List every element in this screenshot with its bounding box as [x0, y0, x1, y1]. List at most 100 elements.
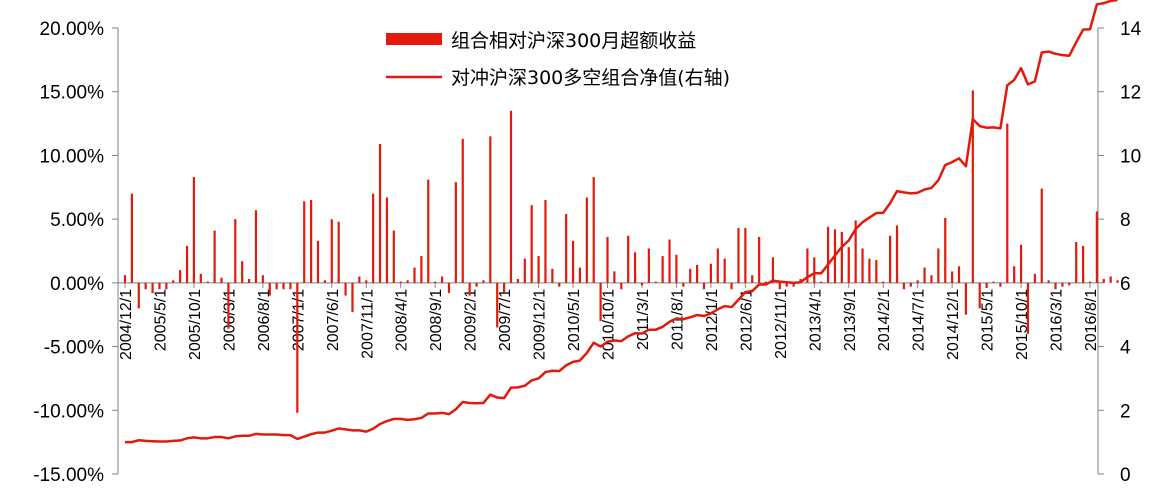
excess-return-bar	[254, 210, 258, 283]
right-y-tick-label: 8	[1120, 210, 1131, 231]
excess-return-bar	[971, 90, 974, 283]
right-y-tick-label: 14	[1120, 19, 1142, 40]
excess-return-bar	[585, 197, 588, 283]
excess-return-bar	[854, 220, 857, 283]
excess-return-bar	[826, 226, 830, 283]
excess-return-bar	[372, 193, 375, 283]
x-tick-label: 2009/2/1	[463, 289, 480, 351]
excess-return-bar	[461, 138, 464, 283]
excess-return-bar	[179, 270, 182, 283]
excess-return-bar	[268, 282, 271, 296]
right-y-tick-label: 12	[1120, 83, 1141, 104]
right-y-tick-label: 0	[1120, 465, 1131, 486]
left-y-tick-label: -10.00%	[33, 401, 104, 422]
excess-return-bar	[282, 282, 285, 290]
excess-return-bar	[709, 263, 712, 283]
excess-return-bar	[744, 228, 747, 283]
x-tick-label: 2010/5/1	[566, 289, 583, 351]
excess-return-bar	[1006, 123, 1009, 283]
excess-return-bar	[992, 281, 995, 283]
x-tick-label: 2012/11/1	[773, 289, 790, 359]
left-y-tick-label: 5.00%	[50, 210, 104, 231]
x-tick-label: 2016/8/1	[1083, 289, 1100, 351]
excess-return-bar	[654, 281, 657, 283]
excess-return-bar	[137, 282, 140, 309]
excess-return-bar	[944, 217, 947, 283]
excess-return-bar	[489, 136, 492, 283]
excess-return-bar	[578, 267, 582, 283]
legend-bar-swatch	[386, 33, 442, 45]
excess-return-bar	[234, 219, 237, 283]
x-tick-label: 2008/9/1	[428, 289, 445, 351]
excess-return-bar	[909, 282, 912, 287]
excess-return-bar	[1054, 282, 1057, 290]
excess-return-bar	[758, 236, 761, 283]
excess-return-bar	[806, 248, 809, 283]
excess-return-bar	[1075, 242, 1078, 283]
excess-return-bar	[537, 256, 540, 283]
net-value-line	[125, 0, 1118, 444]
x-tick-label: 2014/2/1	[876, 289, 893, 351]
excess-return-bar	[792, 282, 795, 287]
excess-return-bar	[571, 240, 575, 283]
excess-return-bar	[385, 197, 389, 283]
excess-return-bar	[1047, 280, 1050, 283]
x-tick-label: 2015/5/1	[980, 289, 997, 351]
excess-return-bar	[978, 282, 981, 309]
excess-return-bar	[751, 275, 754, 283]
excess-return-bar	[861, 248, 864, 283]
excess-return-bar	[475, 282, 478, 287]
excess-return-bar	[923, 267, 926, 283]
excess-return-bar	[1019, 244, 1023, 283]
plot-layer: -15.00% -10.00% -5.00% 0.00% 5.00% 10.00% 15.0…	[33, 0, 1142, 486]
excess-return-bar	[227, 282, 230, 329]
excess-return-bar	[930, 275, 933, 283]
excess-return-bar	[316, 240, 320, 283]
excess-return-bar	[482, 280, 485, 283]
legend-line-label: 对冲沪深300多空组合净值(右轴)	[451, 67, 730, 89]
excess-return-bar	[613, 271, 616, 283]
excess-return-bar	[530, 205, 533, 283]
excess-return-bar	[406, 280, 409, 283]
excess-return-bar	[565, 214, 568, 283]
x-tick-label: 2015/10/1	[1014, 289, 1031, 360]
excess-return-bar	[220, 277, 223, 283]
excess-return-bar	[730, 282, 733, 290]
left-y-tick-label: 15.00%	[40, 83, 105, 104]
excess-return-bar	[1061, 282, 1064, 287]
excess-return-bar	[682, 282, 685, 287]
excess-return-bar	[620, 282, 623, 290]
x-tick-label: 2012/1/1	[704, 289, 721, 351]
excess-return-bar	[310, 200, 313, 283]
x-tick-label: 2006/8/1	[256, 289, 273, 351]
excess-return-bar	[702, 282, 706, 290]
excess-return-bar	[820, 281, 823, 283]
legend-bar-label: 组合相对沪深300月超额收益	[451, 30, 696, 52]
x-tick-label: 2005/5/1	[152, 289, 169, 351]
excess-return-bar	[916, 280, 919, 283]
right-y-tick-label: 6	[1120, 274, 1131, 295]
excess-return-bar	[199, 273, 202, 283]
excess-return-bar	[957, 266, 961, 283]
excess-return-bar	[627, 235, 630, 283]
excess-return-bar	[847, 247, 850, 283]
x-tick-label: 2006/3/1	[221, 289, 238, 351]
excess-return-bar	[427, 179, 430, 283]
excess-return-bar	[399, 281, 402, 283]
excess-return-bar	[123, 275, 127, 283]
excess-return-bar	[447, 282, 451, 294]
excess-return-bar	[337, 221, 340, 283]
excess-return-bar	[330, 219, 333, 283]
x-tick-label: 2016/3/1	[1049, 289, 1066, 351]
excess-return-bar	[151, 282, 154, 294]
left-y-tick-label: 20.00%	[40, 19, 105, 40]
excess-return-bar	[1088, 281, 1092, 283]
left-y-tick-label: 0.00%	[50, 274, 104, 295]
left-y-tick-label: -15.00%	[33, 465, 104, 486]
excess-return-bar	[1095, 211, 1098, 283]
excess-return-bar	[551, 268, 554, 283]
excess-return-bar	[599, 282, 602, 322]
excess-return-bar	[985, 282, 988, 288]
